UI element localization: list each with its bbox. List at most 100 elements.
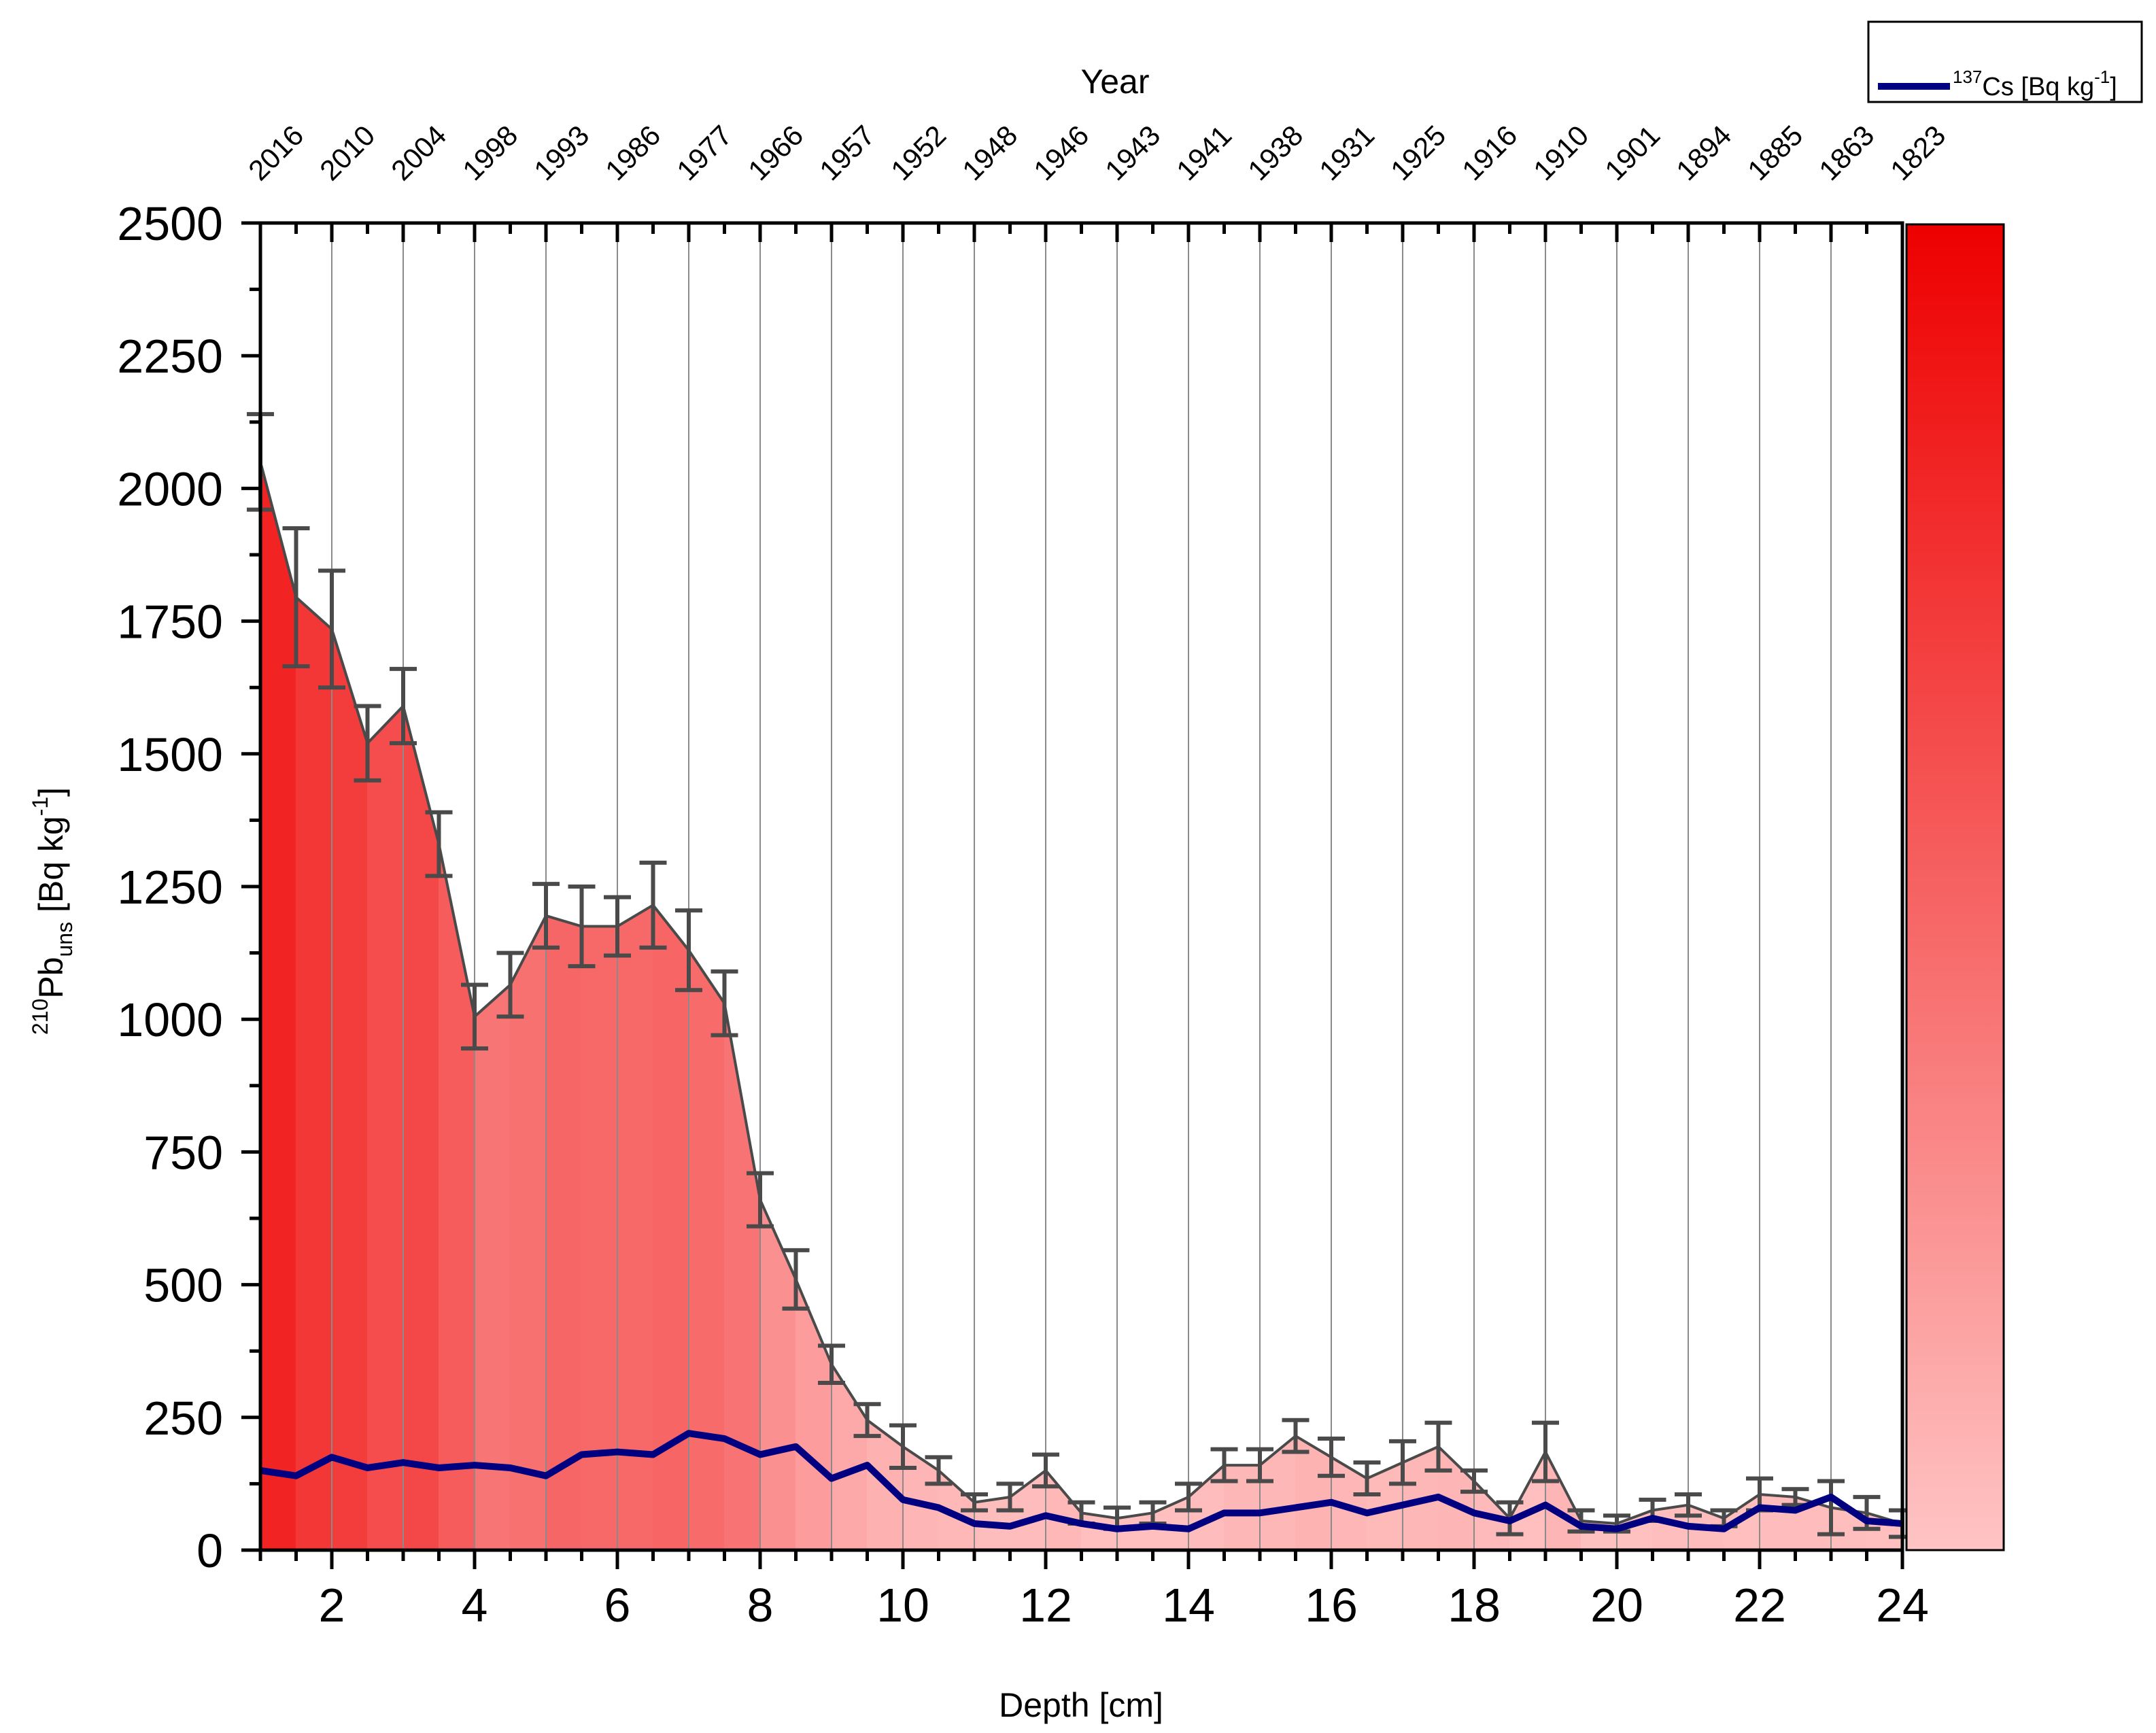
cs137-series: [260, 1430, 1903, 1532]
area-strip: [1545, 1452, 1581, 1551]
area-strip: [688, 949, 725, 1551]
y-tick-label: 500: [143, 1259, 223, 1312]
x-tick-label: 18: [1448, 1579, 1501, 1632]
year-label: 1957: [813, 119, 880, 186]
legend-cs-end: ]: [2110, 73, 2117, 101]
area-strip: [510, 915, 547, 1551]
year-label: 1948: [956, 119, 1023, 186]
error-bar: [711, 969, 738, 1037]
error-bar: [782, 1248, 810, 1311]
legend-cs-prefix: 137: [1953, 67, 1982, 87]
x-axis: 2 4 6 8 10 12 14 16 18 20 22 24: [258, 1550, 1929, 1632]
area-strip: [439, 844, 475, 1551]
x-tick-label: 6: [604, 1579, 631, 1632]
year-label: 1901: [1598, 119, 1666, 186]
area-strip: [1045, 1469, 1082, 1551]
error-bar: [425, 810, 453, 878]
year-label: 1925: [1384, 119, 1452, 186]
error-bar: [1817, 1479, 1845, 1537]
error-bar: [390, 666, 417, 746]
y-title-sup: 210: [28, 999, 52, 1035]
y-title-unit: [Bq kg: [32, 816, 70, 922]
x-tick-label: 22: [1733, 1579, 1786, 1632]
error-bar: [354, 704, 381, 783]
error-bar: [675, 908, 702, 993]
error-bar: [461, 982, 488, 1051]
year-label: 1863: [1813, 119, 1880, 186]
year-label: 1885: [1741, 119, 1809, 186]
year-label: 1894: [1670, 119, 1737, 186]
year-label: 2016: [242, 119, 309, 186]
year-label: 1916: [1456, 119, 1523, 186]
error-bar: [1675, 1492, 1702, 1518]
y-tick-label: 2500: [117, 197, 223, 250]
year-label: 1910: [1527, 119, 1594, 186]
area-strip: [367, 705, 404, 1551]
error-bar: [496, 950, 524, 1019]
error-bar: [996, 1481, 1024, 1513]
pb210-error-bars: [247, 412, 1916, 1539]
error-bar: [961, 1492, 988, 1513]
y-tick-label: 1250: [117, 861, 223, 914]
error-bar: [639, 860, 667, 950]
legend-cs-label: 137Cs [Bq kg-1]: [1953, 67, 2117, 101]
error-bar: [1282, 1418, 1310, 1454]
error-bar: [889, 1423, 917, 1470]
area-strip: [260, 462, 296, 1551]
error-bar: [282, 526, 310, 668]
y-axis-title: 210Pbuns [Bq kg-1]: [28, 787, 77, 1035]
area-strip: [331, 629, 368, 1551]
area-strip: [1224, 1464, 1261, 1551]
error-bar: [532, 882, 560, 950]
y-tick-label: 1500: [117, 728, 223, 781]
year-label: 1823: [1884, 119, 1951, 186]
legend: 137Cs [Bq kg-1]: [1867, 20, 2143, 103]
legend-cs-sup: -1: [2094, 67, 2110, 87]
error-bar: [318, 568, 345, 690]
x-tick-label: 20: [1590, 1579, 1643, 1632]
x-tick-label: 12: [1019, 1579, 1072, 1632]
error-bar: [1210, 1447, 1238, 1483]
y-tick-label: 1000: [117, 993, 223, 1046]
x-tick-label: 24: [1876, 1579, 1929, 1632]
cs137-line: [260, 1430, 1903, 1532]
year-label: 1943: [1099, 119, 1166, 186]
x-tick-label: 14: [1162, 1579, 1215, 1632]
y-title-unit-end: ]: [32, 787, 70, 797]
year-label: 1931: [1313, 119, 1380, 186]
error-bar: [1424, 1420, 1452, 1473]
x-tick-label: 8: [747, 1579, 774, 1632]
area-strip: [296, 596, 332, 1551]
y-axis: 0 250 500 750 1000 1250 1500 1750 2000 2250 2500: [117, 197, 260, 1577]
y-title-main: Pb: [32, 957, 70, 999]
error-bar: [1318, 1437, 1345, 1478]
year-label: 1938: [1242, 119, 1309, 186]
year-grid-lines: [331, 223, 1832, 1550]
year-label: 2004: [385, 119, 452, 186]
error-bar: [568, 885, 596, 969]
y-title-unit-sup: -1: [28, 797, 52, 816]
error-bar: [853, 1402, 881, 1439]
error-bar: [1460, 1468, 1488, 1494]
error-bar: [1246, 1447, 1273, 1483]
y-tick-label: 250: [143, 1392, 223, 1445]
legend-cs-main: Cs [Bq kg: [1982, 73, 2094, 101]
error-bar: [818, 1343, 845, 1386]
x-tick-label: 16: [1305, 1579, 1358, 1632]
area-strip: [1759, 1494, 1796, 1551]
x-tick-label: 4: [462, 1579, 488, 1632]
y-tick-label: 1750: [117, 596, 223, 649]
y-tick-label: 0: [196, 1524, 223, 1577]
year-label: 1986: [599, 119, 666, 186]
error-bar: [1175, 1481, 1202, 1513]
year-label: 1977: [670, 119, 738, 186]
color-scale-bar: [1905, 223, 2005, 1551]
y-title-sub: uns: [52, 922, 77, 957]
year-label: 1946: [1027, 119, 1095, 186]
area-fill: [260, 462, 1903, 1551]
x-tick-label: 10: [876, 1579, 929, 1632]
y-tick-label: 750: [143, 1126, 223, 1179]
x-tick-label: 2: [319, 1579, 345, 1632]
error-bar: [1532, 1420, 1559, 1483]
